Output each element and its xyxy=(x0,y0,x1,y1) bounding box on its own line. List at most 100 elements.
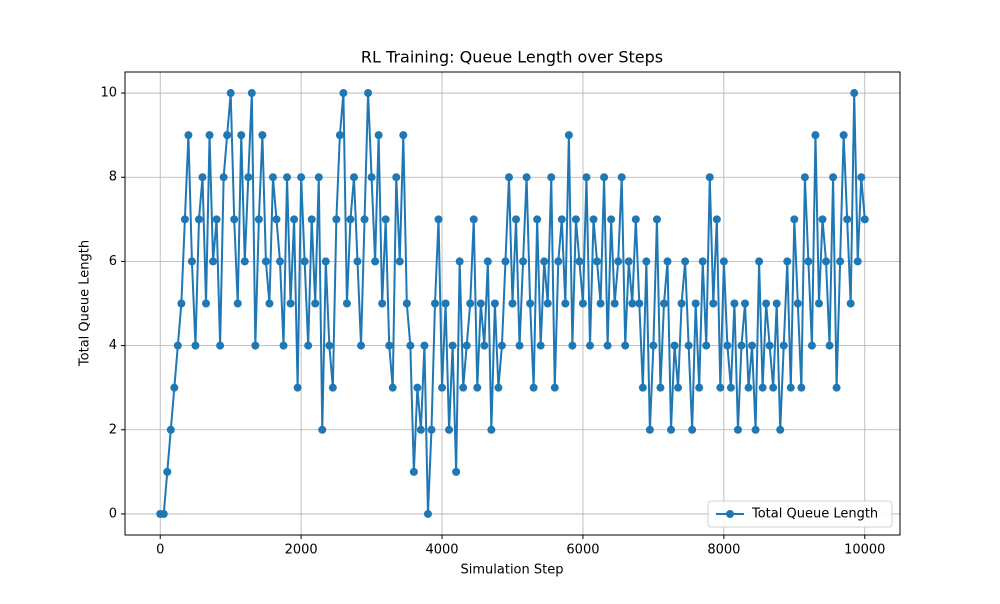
data-point xyxy=(180,215,189,224)
data-point xyxy=(603,341,612,350)
data-point xyxy=(568,341,577,350)
data-point xyxy=(642,257,651,266)
data-point xyxy=(691,299,700,308)
data-point xyxy=(571,215,580,224)
data-point xyxy=(628,299,637,308)
data-point xyxy=(251,341,260,350)
data-point xyxy=(621,341,630,350)
data-point xyxy=(540,257,549,266)
data-point xyxy=(730,299,739,308)
data-point xyxy=(346,215,355,224)
data-point xyxy=(194,215,203,224)
data-point xyxy=(392,173,401,182)
data-point xyxy=(427,425,436,434)
data-point xyxy=(416,425,425,434)
data-point xyxy=(283,173,292,182)
y-tick-label: 2 xyxy=(109,422,117,437)
plot-frame xyxy=(124,71,901,536)
data-point xyxy=(332,215,341,224)
x-axis-label: Simulation Step xyxy=(461,563,564,578)
data-point xyxy=(741,299,749,308)
data-point xyxy=(737,341,746,350)
data-point xyxy=(374,131,383,140)
data-point xyxy=(733,425,742,434)
data-point xyxy=(758,383,767,392)
data-point xyxy=(166,425,175,434)
data-point xyxy=(367,173,376,182)
data-point xyxy=(177,299,186,308)
data-point xyxy=(445,425,454,434)
data-point xyxy=(589,215,598,224)
data-point xyxy=(652,215,661,224)
data-point xyxy=(578,299,587,308)
data-point xyxy=(533,215,542,224)
data-point xyxy=(240,257,249,266)
data-point xyxy=(184,131,193,140)
data-point xyxy=(328,383,337,392)
data-point xyxy=(254,215,263,224)
data-point xyxy=(582,173,591,182)
data-point xyxy=(223,131,232,140)
data-point xyxy=(381,215,390,224)
data-point xyxy=(237,131,246,140)
data-point xyxy=(297,173,306,182)
data-point xyxy=(342,299,351,308)
data-point xyxy=(504,173,513,182)
legend-marker xyxy=(726,510,734,518)
data-point xyxy=(702,341,711,350)
data-point xyxy=(335,131,344,140)
data-point xyxy=(765,341,774,350)
data-point xyxy=(783,257,792,266)
data-point xyxy=(173,341,182,350)
data-point xyxy=(607,215,616,224)
data-point xyxy=(395,257,404,266)
data-point xyxy=(187,257,196,266)
x-tick-label: 2000 xyxy=(285,543,318,558)
data-point xyxy=(515,341,524,350)
data-point xyxy=(800,173,809,182)
data-point xyxy=(846,299,855,308)
data-point xyxy=(631,215,640,224)
data-point xyxy=(364,89,373,98)
x-tick-label: 4000 xyxy=(425,543,458,558)
data-point xyxy=(490,299,499,308)
data-point xyxy=(233,299,242,308)
data-point xyxy=(219,173,228,182)
data-point xyxy=(762,299,771,308)
data-point xyxy=(441,299,450,308)
data-point xyxy=(452,467,461,476)
data-point xyxy=(829,173,838,182)
data-point xyxy=(501,257,510,266)
data-point xyxy=(455,257,464,266)
data-point xyxy=(378,299,387,308)
data-point xyxy=(617,173,626,182)
data-point xyxy=(431,299,439,308)
data-point xyxy=(554,257,563,266)
data-point xyxy=(818,215,827,224)
data-point xyxy=(170,383,179,392)
chart-title: RL Training: Queue Length over Steps xyxy=(361,48,663,67)
data-point xyxy=(860,215,869,224)
data-point xyxy=(286,299,295,308)
data-point xyxy=(205,131,214,140)
data-point xyxy=(670,341,679,350)
data-point xyxy=(726,383,735,392)
data-point xyxy=(723,341,732,350)
data-point xyxy=(681,257,690,266)
data-point xyxy=(811,131,820,140)
data-point xyxy=(610,299,619,308)
y-tick-label: 4 xyxy=(109,338,117,353)
data-point xyxy=(307,215,316,224)
data-point xyxy=(487,425,496,434)
data-point xyxy=(519,257,528,266)
legend-label: Total Queue Length xyxy=(751,507,878,522)
data-point xyxy=(716,383,725,392)
data-point xyxy=(212,215,221,224)
data-point xyxy=(261,257,270,266)
data-point xyxy=(325,341,334,350)
data-point xyxy=(497,341,506,350)
data-point xyxy=(596,299,605,308)
data-point xyxy=(543,299,552,308)
x-tick-label: 10000 xyxy=(844,543,885,558)
